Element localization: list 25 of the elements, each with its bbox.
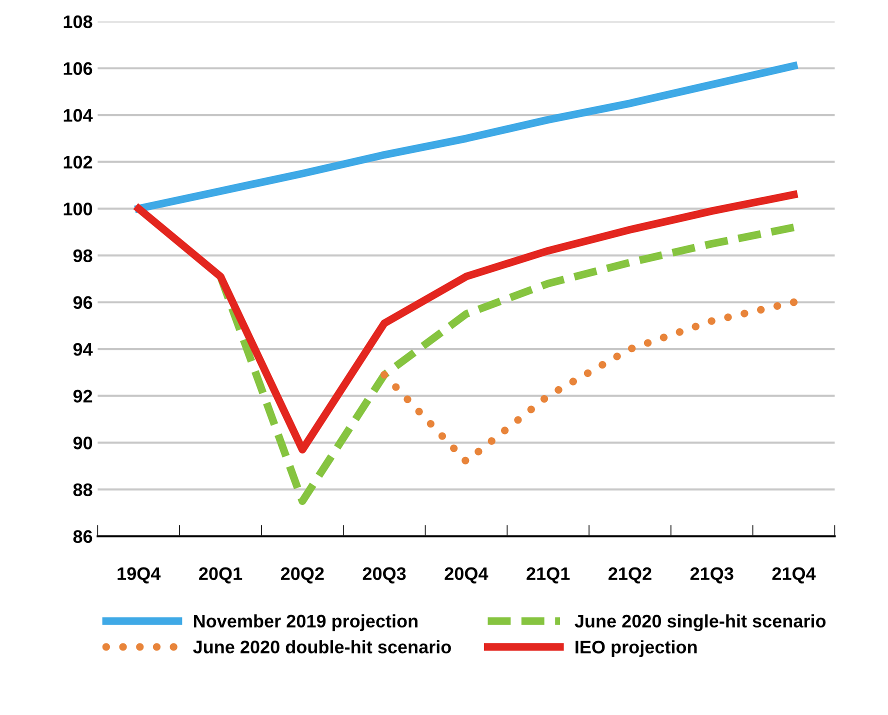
- y-tick-label: 88: [73, 483, 92, 496]
- legend-label: June 2020 single-hit scenario: [574, 614, 826, 632]
- y-tick-label: 90: [73, 436, 92, 450]
- y-tick-label: 108: [64, 15, 92, 28]
- legend-label: IEO projection: [576, 640, 697, 658]
- x-tick-label: 21Q3: [690, 567, 734, 584]
- y-tick-label: 94: [73, 342, 93, 356]
- x-tick-label: 20Q2: [280, 567, 324, 584]
- legend-label: November 2019 projection: [194, 614, 418, 632]
- y-tick-label: 102: [64, 156, 92, 169]
- x-tick-label: 20Q1: [199, 567, 242, 584]
- x-tick-label: 21Q4: [772, 567, 816, 584]
- y-tick-label: 104: [64, 108, 93, 122]
- y-tick-label: 100: [64, 202, 92, 216]
- y-tick-label: 98: [73, 249, 92, 262]
- legend-label: June 2020 double-hit scenario: [193, 640, 451, 654]
- x-tick-label: 21Q2: [608, 567, 652, 584]
- y-tick-label: 106: [64, 62, 92, 75]
- x-tick-label: 21Q1: [526, 567, 570, 584]
- y-tick-label: 92: [73, 390, 92, 403]
- y-tick-label: 86: [73, 530, 92, 543]
- x-tick-label: 20Q3: [362, 567, 406, 584]
- y-tick-label: 96: [73, 296, 92, 309]
- x-tick-label: 20Q4: [444, 567, 488, 584]
- x-tick-label: 19Q4: [118, 567, 161, 584]
